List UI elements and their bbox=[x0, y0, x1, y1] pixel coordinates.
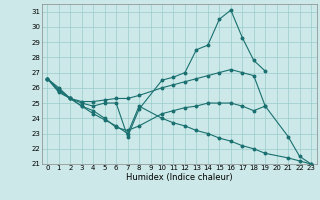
X-axis label: Humidex (Indice chaleur): Humidex (Indice chaleur) bbox=[126, 173, 233, 182]
